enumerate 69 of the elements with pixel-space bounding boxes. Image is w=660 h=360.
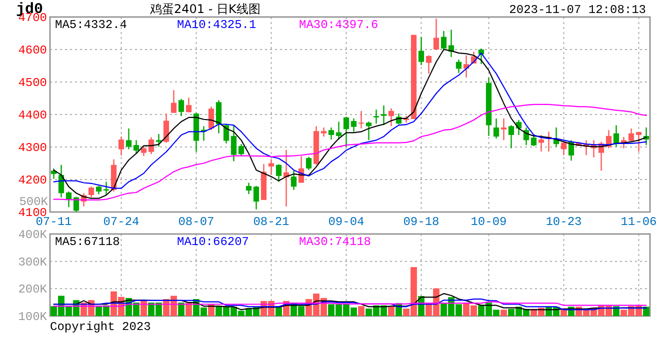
candlestick <box>628 128 634 142</box>
candlestick <box>170 90 177 114</box>
candlestick <box>208 106 214 131</box>
candlestick <box>433 18 440 51</box>
candlestick <box>140 146 147 157</box>
candlestick <box>133 140 140 154</box>
candlestick <box>373 109 380 124</box>
y-tick-label: 4400 <box>18 108 47 122</box>
candlestick <box>50 168 57 180</box>
candlestick <box>358 110 364 130</box>
y-tick-label: 4300 <box>18 141 47 155</box>
candlestick <box>276 164 282 182</box>
candlestick <box>328 126 334 140</box>
legend: MA5:67118 MA10:66207 MA30:74118 <box>55 235 372 249</box>
y-tick-label: 200K <box>18 282 48 297</box>
candlestick <box>456 58 462 74</box>
candlestick <box>186 97 192 113</box>
candlestick <box>440 30 447 51</box>
candlestick <box>538 134 544 152</box>
candlestick <box>268 158 274 176</box>
candlestick <box>216 100 222 134</box>
candlestick <box>156 133 162 148</box>
x-tick-label: 09-04 <box>328 215 364 229</box>
candlestick <box>306 156 312 171</box>
x-tick-label: 10-09 <box>470 215 507 229</box>
y-tick-label: 300K <box>18 255 48 270</box>
candlestick <box>560 141 567 156</box>
candlestick <box>636 131 642 152</box>
candlestick <box>178 98 184 117</box>
x-tick-label: 11-06 <box>620 215 657 229</box>
candlestick <box>613 124 620 148</box>
candlestick <box>418 36 424 66</box>
chart-title: 鸡蛋2401 - 日K线图 <box>149 2 260 16</box>
candlestick <box>366 121 372 141</box>
y-tick-label: 4600 <box>18 44 47 58</box>
x-tick-label: 07-24 <box>103 215 140 229</box>
candlestick <box>126 128 132 150</box>
annotation: 2023-11-07 12:08:13 <box>509 3 646 17</box>
candlestick <box>426 54 432 74</box>
candlestick <box>88 186 94 198</box>
y-tick-label: 400K <box>18 228 48 242</box>
text: 500K <box>19 195 49 209</box>
candlestick <box>290 170 297 190</box>
x-tick-label: 08-21 <box>253 215 290 229</box>
y-tick-label: 4500 <box>18 76 47 90</box>
candlestick <box>163 112 170 144</box>
x-tick-label: 08-07 <box>178 215 214 229</box>
y-tick-label: 4200 <box>18 174 47 188</box>
text: Copyright 2023 <box>50 320 151 334</box>
candlestick <box>380 104 387 126</box>
candlestick <box>508 124 514 149</box>
candlestick <box>343 116 350 148</box>
candlestick <box>388 108 394 127</box>
candlestick <box>238 143 244 157</box>
candlestick <box>493 118 500 140</box>
candlestick <box>530 135 537 147</box>
x-tick-label: 09-18 <box>403 215 440 229</box>
candlestick <box>336 121 342 140</box>
candlestick <box>500 118 507 141</box>
x-tick-label: 10-23 <box>546 215 582 229</box>
candlestick <box>118 136 124 156</box>
candlestick <box>230 124 237 162</box>
y-tick-label: 100K <box>18 310 48 324</box>
legend: MA5:4332.4 MA10:4325.1 MA30:4397.6 <box>55 18 378 32</box>
candlestick <box>350 118 357 132</box>
candlestick <box>246 182 252 195</box>
candlestick <box>66 190 72 208</box>
candlestick <box>320 126 327 138</box>
candlestick <box>253 185 260 210</box>
